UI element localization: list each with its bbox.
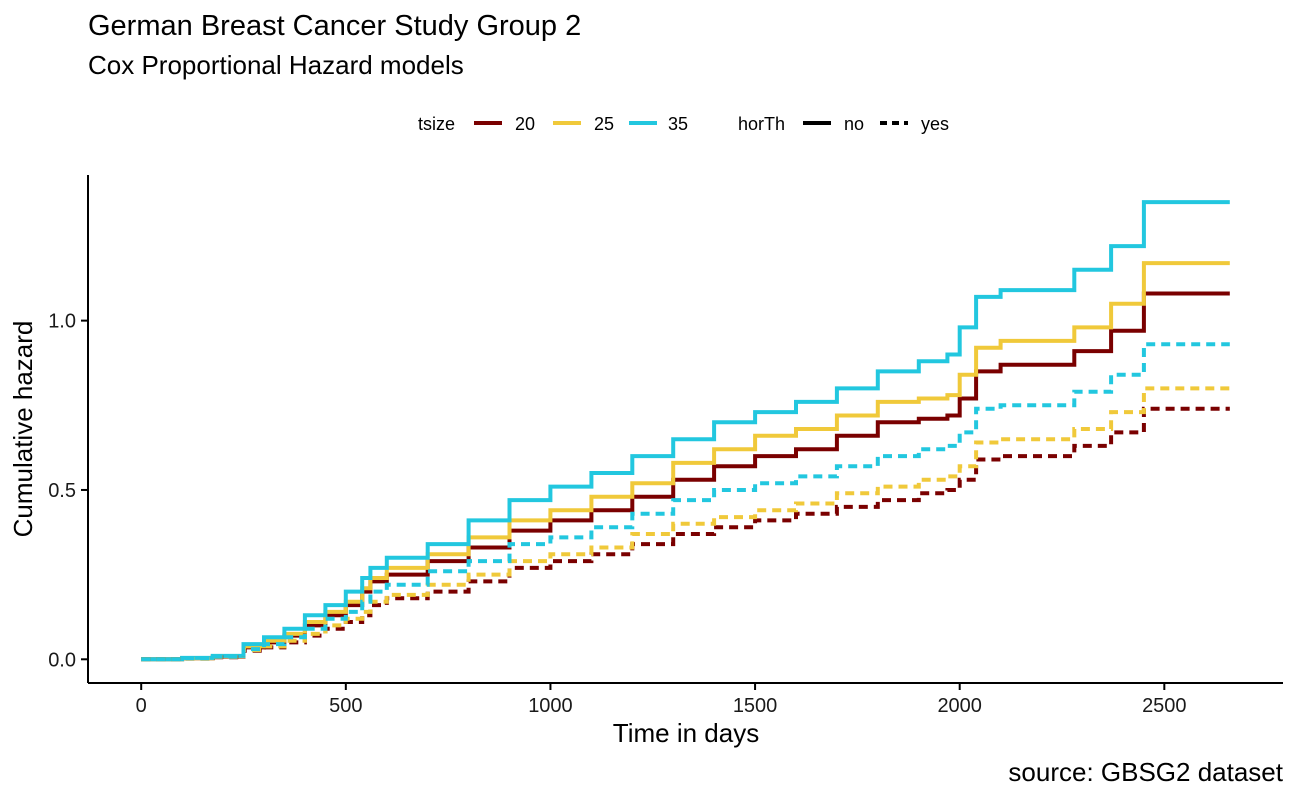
series-line-tsize-25-horth-no (141, 261, 1230, 662)
legend-label-20: 20 (515, 114, 535, 134)
series-layer (141, 200, 1230, 662)
y-tick-label: 0.5 (48, 480, 76, 502)
legend-label-25: 25 (594, 114, 614, 134)
x-tick-label: 2000 (937, 695, 982, 717)
legend-label-35: 35 (668, 114, 688, 134)
x-tick-label: 2500 (1142, 695, 1187, 717)
series-line-tsize-20-horth-no (141, 291, 1230, 662)
y-ticks: 0.0 0.5 1.0 (48, 311, 88, 671)
y-tick-label: 0.0 (48, 649, 76, 671)
series-line-tsize-25-horth-yes (141, 386, 1230, 662)
legend-label-yes: yes (921, 114, 949, 134)
chart-subtitle: Cox Proportional Hazard models (88, 50, 464, 80)
x-tick-label: 500 (329, 695, 362, 717)
x-axis-label: Time in days (613, 718, 759, 748)
x-tick-label: 1500 (733, 695, 778, 717)
caption: source: GBSG2 dataset (1008, 757, 1283, 787)
y-axis-label: Cumulative hazard (8, 321, 38, 538)
x-tick-label: 1000 (528, 695, 573, 717)
y-tick-label: 1.0 (48, 311, 76, 333)
legend-title-horth: horTh (738, 114, 785, 134)
series-line-tsize-35-horth-yes (141, 342, 1230, 662)
x-ticks: 0 500 1000 1500 2000 2500 (136, 683, 1187, 717)
legend-title-tsize: tsize (418, 114, 455, 134)
series-line-tsize-35-horth-no (141, 200, 1230, 662)
legend: tsize 20 25 35 horTh no yes (418, 114, 949, 134)
chart-title: German Breast Cancer Study Group 2 (88, 10, 581, 42)
x-tick-label: 0 (136, 695, 147, 717)
legend-label-no: no (844, 114, 864, 134)
